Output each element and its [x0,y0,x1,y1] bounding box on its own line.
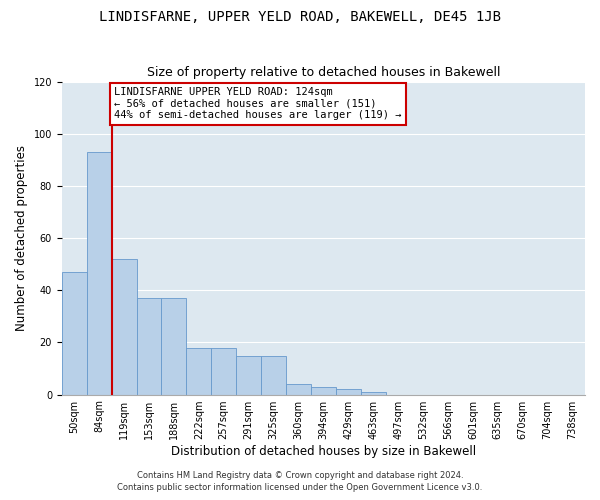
Bar [361,392,386,394]
Bar [211,348,236,395]
X-axis label: Distribution of detached houses by size in Bakewell: Distribution of detached houses by size … [171,444,476,458]
Text: Contains HM Land Registry data © Crown copyright and database right 2024.
Contai: Contains HM Land Registry data © Crown c… [118,471,482,492]
Text: LINDISFARNE UPPER YELD ROAD: 124sqm
← 56% of detached houses are smaller (151)
4: LINDISFARNE UPPER YELD ROAD: 124sqm ← 56… [114,88,401,120]
Bar [187,348,211,395]
Bar [86,152,112,394]
Bar [112,259,137,394]
Bar [336,390,361,394]
Bar [311,387,336,394]
Bar [236,356,261,395]
Y-axis label: Number of detached properties: Number of detached properties [15,146,28,332]
Bar [161,298,187,394]
Text: LINDISFARNE, UPPER YELD ROAD, BAKEWELL, DE45 1JB: LINDISFARNE, UPPER YELD ROAD, BAKEWELL, … [99,10,501,24]
Bar [137,298,161,394]
Bar [286,384,311,394]
Bar [62,272,86,394]
Bar [261,356,286,395]
Title: Size of property relative to detached houses in Bakewell: Size of property relative to detached ho… [146,66,500,80]
